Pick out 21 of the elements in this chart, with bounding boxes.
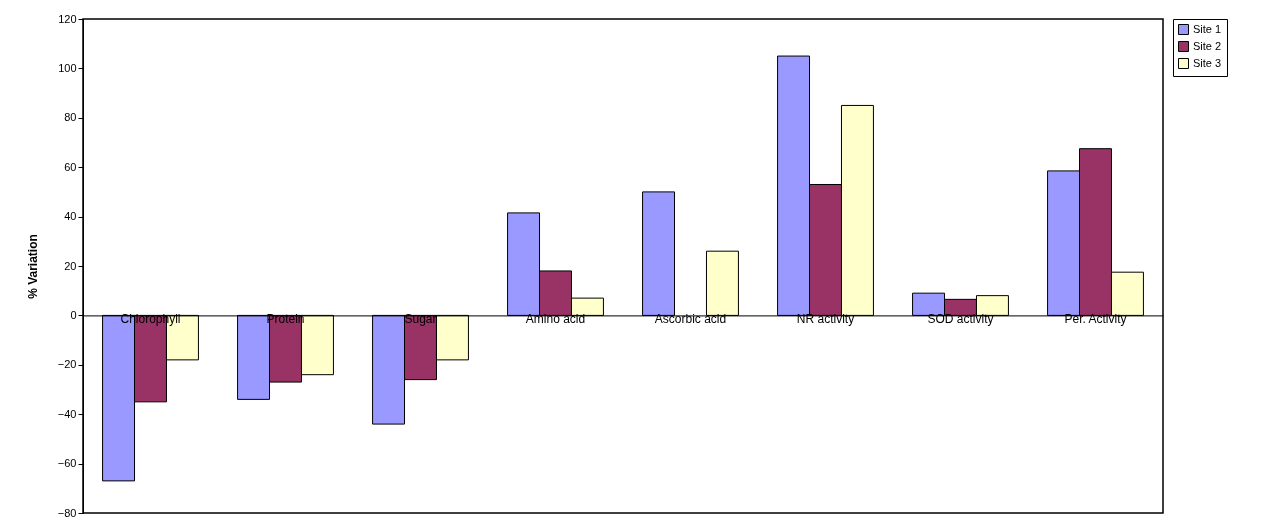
y-tick-label: −80 bbox=[57, 506, 77, 519]
y-tick-label: 20 bbox=[64, 259, 77, 272]
legend-label: Site 2 bbox=[1193, 39, 1222, 52]
y-tick-label: 40 bbox=[64, 210, 77, 223]
x-tick-label: Amino acid bbox=[525, 311, 586, 326]
y-tick-label: 0 bbox=[70, 308, 77, 321]
y-tick-label: 100 bbox=[58, 61, 77, 74]
y-tick-label: −20 bbox=[57, 358, 77, 371]
x-tick-label: Per. Activity bbox=[1064, 311, 1127, 326]
y-tick-label: −40 bbox=[57, 407, 77, 420]
y-axis-title: % Variation bbox=[25, 234, 40, 299]
y-tick-label: 60 bbox=[64, 160, 77, 173]
x-tick-label: SOD activity bbox=[927, 311, 994, 326]
x-tick-label: Sugar bbox=[404, 311, 437, 326]
y-tick-label: −60 bbox=[57, 457, 77, 470]
y-tick-label: 120 bbox=[58, 12, 77, 25]
x-tick-label: Ascorbic acid bbox=[654, 311, 727, 326]
x-tick-label: NR activity bbox=[796, 311, 855, 326]
legend-label: Site 1 bbox=[1193, 22, 1222, 35]
y-tick-label: 80 bbox=[64, 111, 77, 124]
legend-label: Site 3 bbox=[1193, 56, 1222, 69]
